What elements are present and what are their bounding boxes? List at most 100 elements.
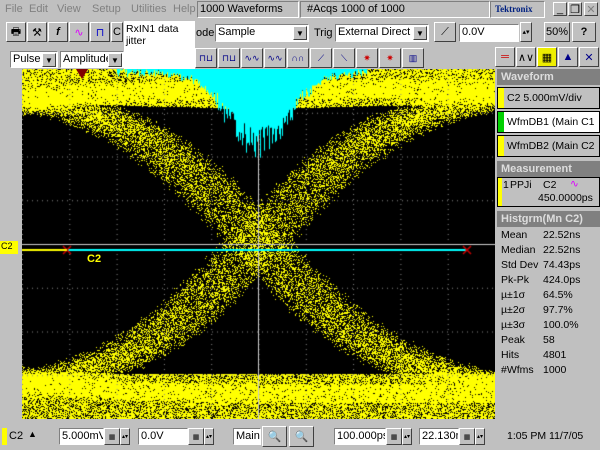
waveform-color-swatch [498, 88, 504, 108]
keypad-icon[interactable]: ▦ [459, 428, 475, 445]
help-pointer-button[interactable]: ? [572, 22, 596, 42]
stat-row: Hits 4801 [501, 349, 600, 364]
stat-label: Median [501, 244, 536, 256]
waveform-item[interactable]: WfmDB2 (Main C2 [497, 135, 600, 157]
menu-bar: File Edit View Setup Utilities Help 1000… [0, 0, 600, 19]
stat-label: Mean [501, 229, 528, 241]
measurement-button-icon[interactable]: ⊓⊔ [195, 48, 217, 68]
trigger-position-marker[interactable] [76, 69, 88, 79]
menu-file[interactable]: File [5, 3, 23, 15]
measurement-button-icon[interactable]: ∩∩ [287, 48, 309, 68]
histogram-icon[interactable]: ▲ [558, 47, 578, 67]
spinner[interactable]: ▴▾ [204, 428, 214, 445]
spinner[interactable]: ▴▾ [402, 428, 412, 445]
spinner[interactable]: ▴▾ [475, 428, 485, 445]
math-fx-icon[interactable]: f [48, 22, 68, 42]
stat-value: 22.52ns [543, 244, 581, 256]
vertical-scale-field[interactable]: 5.000mV/ [59, 428, 104, 445]
stat-value: 1000 [543, 364, 567, 376]
toolbar-button-c[interactable]: C [111, 22, 123, 42]
measurement-buttons: ⊓⊔ ⊓⊔ ∿∿ ∿∿ ∩∩ ⟋ ⟍ ✷ ✷ ▥ [195, 48, 425, 68]
menu-help[interactable]: Help [173, 3, 196, 15]
chevron-down-icon[interactable]: ▼ [293, 26, 307, 40]
close-button[interactable]: ✕ [584, 2, 598, 16]
waveform-label: WfmDB1 (Main C1 [507, 116, 595, 128]
waveform-item[interactable]: WfmDB1 (Main C1 [497, 111, 600, 133]
stat-row: Median 22.52ns [501, 244, 600, 259]
offset-field[interactable]: 0.0V [138, 428, 188, 445]
waveform-color-icon[interactable]: ∿ [69, 22, 89, 42]
stat-value: 4801 [543, 349, 567, 361]
measurement-button-icon[interactable]: ∿∿ [241, 48, 263, 68]
trigger-source-select[interactable]: External Direct ▼ [335, 24, 429, 42]
spinner[interactable]: ▴▾ [120, 428, 130, 445]
measurement-button-icon[interactable]: ⟍ [333, 48, 355, 68]
measurement-category-select[interactable]: Pulse ▼ [10, 51, 58, 68]
chevron-down-icon[interactable]: ▼ [413, 26, 427, 40]
keypad-icon[interactable]: ▦ [188, 428, 204, 445]
menu-view[interactable]: View [57, 3, 81, 15]
stat-row: Std Dev 74.43ps [501, 259, 600, 274]
waveform-color-swatch [498, 112, 504, 132]
waveform-display[interactable] [22, 69, 495, 419]
measurement-button-icon[interactable]: ⟋ [310, 48, 332, 68]
print-icon[interactable]: 🖶 [6, 22, 26, 42]
histogram-header: Histgrm(Mn C2) [497, 211, 600, 227]
menu-edit[interactable]: Edit [29, 3, 48, 15]
channel-select[interactable]: C2 [9, 430, 24, 442]
grid-icon[interactable]: ▦ [537, 47, 557, 67]
acquisition-mode-select[interactable]: Sample ▼ [215, 24, 309, 42]
menu-utilities[interactable]: Utilities [131, 3, 167, 15]
stat-row: µ±3σ 100.0% [501, 319, 600, 334]
measurement-button-icon[interactable]: ✷ [356, 48, 378, 68]
measurement-item[interactable]: 1 PPJi C2 ∿ 450.0000ps [497, 177, 600, 207]
stat-label: µ±3σ [501, 319, 526, 331]
mode-label: ode [196, 27, 215, 39]
keypad-icon[interactable]: ▦ [104, 428, 120, 445]
menu-setup[interactable]: Setup [92, 3, 121, 15]
tools-icon[interactable]: ⚒ [27, 22, 47, 42]
trigger-level-field[interactable]: 0.0V [459, 24, 519, 42]
zoom-2-icon[interactable]: 🔍 [289, 426, 314, 447]
zoom-1-icon[interactable]: 🔍 [262, 426, 287, 447]
measurement-header: Measurement [497, 161, 600, 177]
stat-label: Pk-Pk [501, 274, 530, 286]
bottom-bar: C2 ▲ 5.000mV/ ▦ ▴▾ 0.0V ▦ ▴▾ Main 🔍 🔍 10… [0, 424, 600, 450]
autoset-icon[interactable]: ⊓ [90, 22, 110, 42]
waveform-header: Waveform [497, 69, 600, 85]
level-spinner[interactable]: ▴▾ [520, 22, 532, 42]
measurement-button-icon[interactable]: ▥ [402, 48, 424, 68]
waveform-item[interactable]: C2 5.000mV/div [497, 87, 600, 109]
measurement-type-select[interactable]: Amplitude ▼ [60, 51, 124, 68]
measurement-button-icon[interactable]: ⊓⊔ [218, 48, 240, 68]
horizontal-scale-field[interactable]: 100.000ps [334, 428, 386, 445]
set-50-percent-button[interactable]: 50% [544, 22, 570, 42]
stat-value: 100.0% [543, 319, 579, 331]
tooltip: RxIN1 data jitter [124, 21, 195, 69]
stat-row: µ±1σ 64.5% [501, 289, 600, 304]
trace-label: C2 [87, 253, 102, 265]
measurement-button-icon[interactable]: ∿∿ [264, 48, 286, 68]
horizontal-position-field[interactable]: 22.130n [419, 428, 459, 445]
eye-icon[interactable]: ✕ [579, 47, 599, 67]
stat-label: Std Dev [501, 259, 539, 271]
measurement-button-icon[interactable]: ✷ [379, 48, 401, 68]
stat-label: Hits [501, 349, 520, 361]
display-mode-icon[interactable]: ═ [495, 47, 515, 67]
stat-row: Pk-Pk 424.0ps [501, 274, 600, 289]
stat-value: 97.7% [543, 304, 573, 316]
restore-button[interactable]: ❐ [568, 2, 582, 16]
trigger-slope-icon[interactable]: ⟋ [434, 22, 456, 42]
stat-label: Peak [501, 334, 525, 346]
tektronix-logo: Tektronix [490, 1, 545, 18]
timebase-main[interactable]: Main [233, 428, 261, 445]
chevron-down-icon[interactable]: ▼ [108, 53, 122, 67]
keypad-icon[interactable]: ▦ [386, 428, 402, 445]
chevron-up-icon[interactable]: ▲ [28, 429, 37, 439]
meas-source: C2 [543, 179, 557, 191]
chevron-down-icon[interactable]: ▼ [42, 53, 56, 67]
waveform-icon: ∿ [570, 178, 579, 190]
minimize-button[interactable]: _ [553, 2, 567, 16]
channel-marker[interactable]: C2 [0, 241, 18, 254]
waveform-view-icon[interactable]: ∧∨ [516, 47, 536, 67]
